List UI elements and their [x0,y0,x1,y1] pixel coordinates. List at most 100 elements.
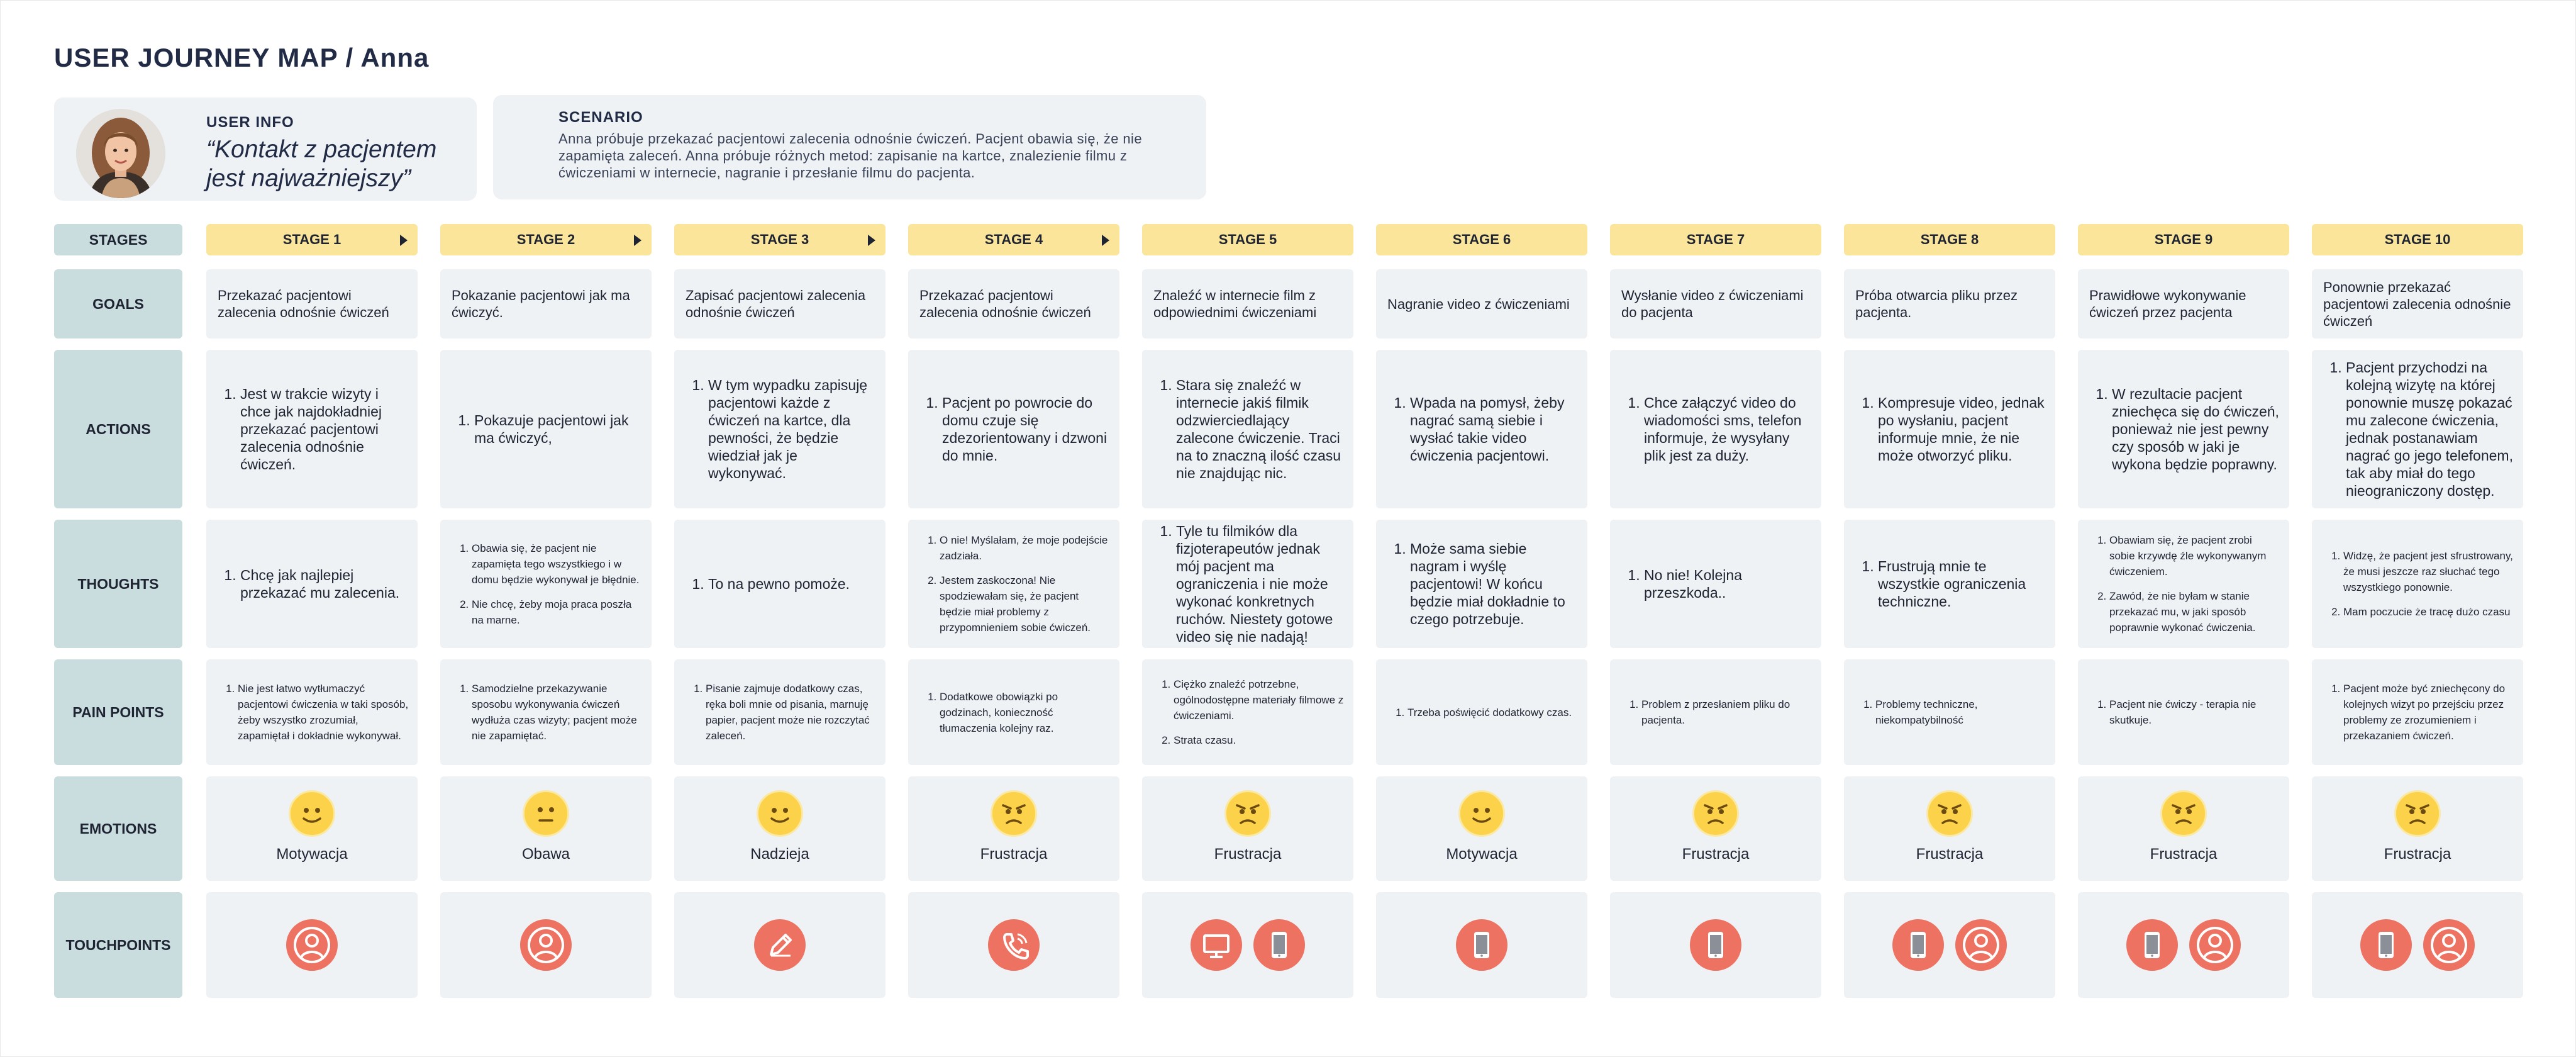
pain-point-item: Ciężko znaleźć potrzebne, ogólnodostępne… [1174,676,1345,724]
person-icon [1955,919,2007,971]
stage-header[interactable]: STAGE 9 [2078,224,2289,255]
emotion-cell: Frustracja [1142,776,1353,881]
action-list: Pokazuje pacjentowi jak ma ćwiczyć, [454,411,643,447]
thought-item: Zawód, że nie byłam w stanie przekazać m… [2109,588,2280,635]
avatar-portrait [76,109,165,198]
emotion-label: Motywacja [276,846,348,863]
thought-wrap: To na pewno pomoże. [688,520,877,648]
neutral-face-icon [523,790,569,837]
actions-cell: Pokazuje pacjentowi jak ma ćwiczyć, [440,350,652,508]
thought-item: To na pewno pomoże. [708,575,850,593]
emotion-label: Frustracja [2150,846,2218,863]
goal-text: Przekazać pacjentowi zalecenia odnośnie … [919,288,1091,320]
stage-header[interactable]: STAGE 2 [440,224,652,255]
phone-call-icon [988,919,1040,971]
stage-header[interactable]: STAGE 4 [908,224,1119,255]
thought-item: Nie chcę, żeby moja praca poszła na marn… [472,596,643,628]
row-label-emotions: EMOTIONS [54,776,182,881]
emotion-cell: Frustracja [2078,776,2289,881]
angry-face-icon [2394,790,2441,837]
person-icon [2189,919,2241,971]
action-wrap: Kompresuje video, jednak po wysłaniu, pa… [1858,350,2046,508]
goal-text: Wysłanie video z ćwiczeniami do pacjenta [1621,288,1804,320]
action-item: Pokazuje pacjentowi jak ma ćwiczyć, [474,411,643,447]
row-label-stages: STAGES [54,224,182,255]
pain-points-cell: Ciężko znaleźć potrzebne, ogólnodostępne… [1142,659,1353,765]
thought-list: Widzę, że pacjent jest sfrustrowany, że … [2326,548,2514,620]
pain-point-wrap: Pisanie zajmuje dodatkowy czas, ręka bol… [688,659,877,765]
stage-header[interactable]: STAGE 1 [206,224,418,255]
row-label-pain-points: PAIN POINTS [54,659,182,765]
goal-cell: Przekazać pacjentowi zalecenia odnośnie … [206,269,418,338]
play-arrow-icon [868,235,875,246]
pain-points-cell: Nie jest łatwo wytłumaczyć pacjentowi ćw… [206,659,418,765]
action-list: W rezultacie pacjent zniechęca się do ćw… [2092,385,2280,473]
pain-points-cell: Dodatkowe obowiązki po godzinach, koniec… [908,659,1119,765]
pain-point-wrap: Ciężko znaleźć potrzebne, ogólnodostępne… [1156,659,1345,765]
action-wrap: Pokazuje pacjentowi jak ma ćwiczyć, [454,350,643,508]
thoughts-cell: No nie! Kolejna przeszkoda.. [1610,520,1821,648]
pain-point-list: Problemy techniczne, niekompatybilność [1858,696,2046,728]
angry-face-icon [1926,790,1973,837]
thought-wrap: Frustrują mnie te wszystkie ograniczenia… [1858,520,2046,648]
smartphone-icon [1456,919,1507,971]
smartphone-icon [2126,919,2178,971]
pain-points-cell: Problemy techniczne, niekompatybilność [1844,659,2055,765]
stage-header[interactable]: STAGE 10 [2312,224,2523,255]
thought-item: Widzę, że pacjent jest sfrustrowany, że … [2343,548,2514,595]
pain-point-wrap: Pacjent nie ćwiczy - terapia nie skutkuj… [2092,659,2280,765]
avatar [76,109,165,198]
stage-header[interactable]: STAGE 6 [1376,224,1587,255]
thought-list: Obawiam się, że pacjent zrobi sobie krzy… [2092,532,2280,635]
thought-list: Chcę jak najlepiej przekazać mu zaleceni… [220,566,409,601]
pain-point-wrap: Dodatkowe obowiązki po godzinach, koniec… [922,659,1111,765]
thoughts-cell: Tyle tu filmików dla fizjoterapeutów jed… [1142,520,1353,648]
stage-name: STAGE 9 [2154,232,2213,247]
person-icon [520,919,572,971]
stage-header[interactable]: STAGE 7 [1610,224,1821,255]
pain-point-item: Problemy techniczne, niekompatybilność [1875,696,2046,728]
thought-list: To na pewno pomoże. [688,575,850,593]
stage-header[interactable]: STAGE 5 [1142,224,1353,255]
pencil-icon [754,919,806,971]
emotion-cell: Frustracja [908,776,1119,881]
thought-item: Chcę jak najlepiej przekazać mu zaleceni… [240,566,409,601]
page-title: USER JOURNEY MAP / Anna [54,43,430,72]
action-list: Kompresuje video, jednak po wysłaniu, pa… [1858,394,2046,464]
pain-point-list: Trzeba poświęcić dodatkowy czas. [1390,705,1572,720]
action-item: Kompresuje video, jednak po wysłaniu, pa… [1878,394,2046,464]
action-item: W tym wypadku zapisuję pacjentowi każde … [708,376,877,482]
stage-name: STAGE 7 [1686,232,1745,247]
action-wrap: Wpada na pomysł, żeby nagrać samą siebie… [1390,350,1579,508]
thought-wrap: Tyle tu filmików dla fizjoterapeutów jed… [1156,520,1345,648]
pain-point-list: Dodatkowe obowiązki po godzinach, koniec… [922,689,1111,736]
thoughts-cell: Frustrują mnie te wszystkie ograniczenia… [1844,520,2055,648]
actions-cell: Kompresuje video, jednak po wysłaniu, pa… [1844,350,2055,508]
stage-header[interactable]: STAGE 3 [674,224,886,255]
emotion-cell: Frustracja [2312,776,2523,881]
pain-point-list: Pacjent nie ćwiczy - terapia nie skutkuj… [2092,696,2280,728]
thought-item: Obawia się, że pacjent nie zapamięta teg… [472,540,643,588]
action-wrap: Chce załączyć video do wiadomości sms, t… [1624,350,1813,508]
goal-cell: Nagranie video z ćwiczeniami [1376,269,1587,338]
thought-item: Mam poczucie że tracę dużo czasu [2343,604,2514,620]
thought-wrap: Chcę jak najlepiej przekazać mu zaleceni… [220,520,409,648]
thoughts-cell: Obawiam się, że pacjent zrobi sobie krzy… [2078,520,2289,648]
emotion-cell: Frustracja [1844,776,2055,881]
goal-text: Prawidłowe wykonywanie ćwiczeń przez pac… [2089,288,2246,320]
pain-point-item: Problem z przesłaniem pliku do pacjenta. [1641,696,1813,728]
smartphone-icon [1253,919,1305,971]
stage-header[interactable]: STAGE 8 [1844,224,2055,255]
actions-cell: W rezultacie pacjent zniechęca się do ćw… [2078,350,2289,508]
emotion-cell: Frustracja [1610,776,1821,881]
thought-wrap: Widzę, że pacjent jest sfrustrowany, że … [2326,520,2514,648]
action-item: Wpada na pomysł, żeby nagrać samą siebie… [1410,394,1579,464]
goal-cell: Znaleźć w internecie film z odpowiednimi… [1142,269,1353,338]
row-label-goals: GOALS [54,269,182,338]
stage-name: STAGE 4 [984,232,1043,247]
thought-list: Może sama siebie nagram i wyślę pacjento… [1390,540,1579,628]
touchpoints-cell [2078,892,2289,998]
goal-text: Próba otwarcia pliku przez pacjenta. [1855,288,2018,320]
emotion-label: Frustracja [1916,846,1984,863]
pain-point-item: Samodzielne przekazywanie sposobu wykony… [472,681,643,744]
